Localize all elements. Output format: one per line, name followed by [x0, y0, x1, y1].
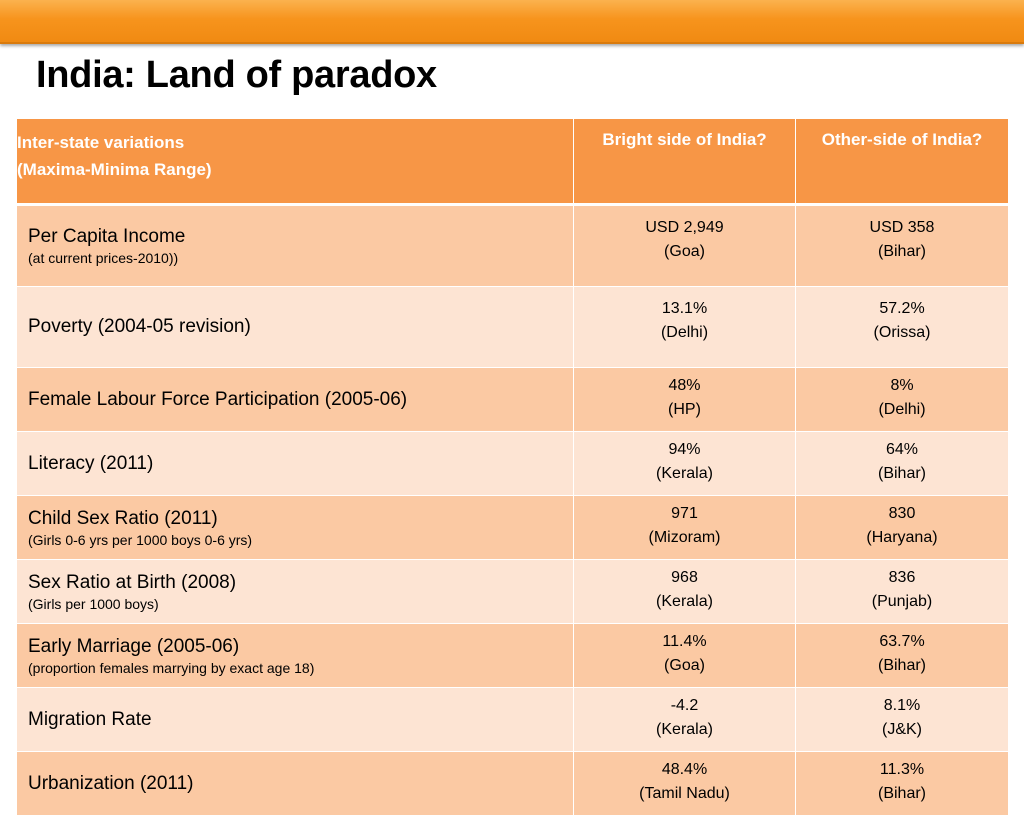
other-value: 836	[888, 569, 916, 586]
indicator-label: Child Sex Ratio (2011)	[28, 507, 218, 529]
indicator-cell: Sex Ratio at Birth (2008) (Girls per 100…	[16, 559, 574, 624]
bright-state: (Mizoram)	[648, 529, 721, 546]
table-row: Early Marriage (2005-06) (proportion fem…	[16, 623, 1009, 688]
other-state: (Punjab)	[871, 593, 933, 610]
header-bright-side: Bright side of India?	[573, 118, 796, 206]
comparison-table: Inter-state variations (Maxima-Minima Ra…	[16, 118, 1009, 816]
bright-value: USD 2,949	[645, 219, 724, 236]
bright-state: (Kerala)	[656, 465, 713, 482]
other-value: 11.3%	[879, 761, 925, 778]
other-value: 57.2%	[879, 300, 925, 317]
bright-value-cell: 48% (HP)	[573, 367, 796, 432]
other-state: (Bihar)	[877, 785, 926, 802]
other-value-cell: 836 (Punjab)	[795, 559, 1009, 624]
bright-state: (Tamil Nadu)	[639, 785, 730, 802]
header-indicator: Inter-state variations (Maxima-Minima Ra…	[16, 118, 574, 206]
other-value-cell: 830 (Haryana)	[795, 495, 1009, 560]
header-other-side: Other-side of India?	[795, 118, 1009, 206]
table-header-row: Inter-state variations (Maxima-Minima Ra…	[16, 118, 1009, 206]
bright-state: (Kerala)	[656, 593, 713, 610]
bright-value: 11.4%	[662, 633, 707, 650]
table-row: Child Sex Ratio (2011) (Girls 0-6 yrs pe…	[16, 495, 1009, 560]
other-state: (Bihar)	[877, 657, 926, 674]
bright-value-cell: 968 (Kerala)	[573, 559, 796, 624]
bright-value: 48%	[668, 377, 701, 394]
table-row: Sex Ratio at Birth (2008) (Girls per 100…	[16, 559, 1009, 624]
indicator-cell: Migration Rate	[16, 687, 574, 752]
indicator-note: (proportion females marrying by exact ag…	[28, 659, 315, 676]
bright-value: 971	[671, 505, 698, 522]
table-row: Migration Rate -4.2 (Kerala) 8.1% (J&K)	[16, 687, 1009, 752]
indicator-label: Per Capita Income	[28, 226, 186, 247]
other-value-cell: 64% (Bihar)	[795, 431, 1009, 496]
other-state: (J&K)	[882, 721, 922, 738]
bright-value-cell: 94% (Kerala)	[573, 431, 796, 496]
slide-title: India: Land of paradox	[36, 54, 437, 96]
other-state: (Haryana)	[866, 529, 938, 546]
bright-value: 968	[671, 569, 698, 586]
indicator-cell: Poverty (2004-05 revision)	[16, 286, 574, 368]
table-row: Urbanization (2011) 48.4% (Tamil Nadu) 1…	[16, 751, 1009, 816]
indicator-cell: Female Labour Force Participation (2005-…	[16, 367, 574, 432]
bright-value-cell: USD 2,949 (Goa)	[573, 204, 796, 287]
indicator-label: Female Labour Force Participation (2005-…	[28, 388, 408, 410]
indicator-label: Urbanization (2011)	[28, 772, 194, 794]
bright-state: (Delhi)	[660, 324, 709, 341]
indicator-label: Migration Rate	[28, 708, 152, 730]
header-indicator-line2: (Maxima-Minima Range)	[17, 160, 212, 179]
other-value-cell: 8% (Delhi)	[795, 367, 1009, 432]
other-value-cell: 63.7% (Bihar)	[795, 623, 1009, 688]
indicator-label: Poverty (2004-05 revision)	[28, 316, 251, 337]
bright-value-cell: 48.4% (Tamil Nadu)	[573, 751, 796, 816]
other-value: 8.1%	[883, 697, 921, 714]
indicator-note: (Girls 0-6 yrs per 1000 boys 0-6 yrs)	[28, 531, 253, 548]
table-row: Female Labour Force Participation (2005-…	[16, 367, 1009, 432]
bright-state: (Goa)	[664, 243, 705, 260]
indicator-cell: Early Marriage (2005-06) (proportion fem…	[16, 623, 574, 688]
indicator-cell: Child Sex Ratio (2011) (Girls 0-6 yrs pe…	[16, 495, 574, 560]
bright-value-cell: 11.4% (Goa)	[573, 623, 796, 688]
indicator-note: (Girls per 1000 boys)	[28, 595, 159, 612]
table-row: Literacy (2011) 94% (Kerala) 64% (Bihar)	[16, 431, 1009, 496]
bright-value-cell: 971 (Mizoram)	[573, 495, 796, 560]
other-value-cell: 11.3% (Bihar)	[795, 751, 1009, 816]
indicator-cell: Literacy (2011)	[16, 431, 574, 496]
table-row: Poverty (2004-05 revision) 13.1% (Delhi)…	[16, 286, 1009, 368]
bright-state: (Kerala)	[656, 721, 713, 738]
other-value-cell: 57.2% (Orissa)	[795, 286, 1009, 368]
bright-state: (Goa)	[664, 657, 705, 674]
other-value-cell: USD 358 (Bihar)	[795, 204, 1009, 287]
other-value: USD 358	[869, 219, 935, 236]
other-state: (Orissa)	[873, 324, 931, 341]
other-value: 63.7%	[879, 633, 925, 650]
other-value: 830	[888, 505, 916, 522]
other-state: (Delhi)	[878, 401, 926, 418]
indicator-note: (at current prices-2010))	[28, 250, 179, 266]
bright-value-cell: 13.1% (Delhi)	[573, 286, 796, 368]
bright-state: (HP)	[668, 401, 701, 418]
indicator-cell: Urbanization (2011)	[16, 751, 574, 816]
other-value: 64%	[885, 441, 919, 458]
indicator-label: Sex Ratio at Birth (2008)	[28, 571, 237, 593]
bright-value: 94%	[668, 441, 701, 458]
bright-value: 13.1%	[661, 300, 708, 317]
other-state: (Bihar)	[877, 465, 926, 482]
header-indicator-line1: Inter-state variations	[17, 133, 185, 152]
indicator-cell: Per Capita Income (at current prices-201…	[16, 204, 574, 287]
other-value: 8%	[890, 377, 914, 394]
bright-value: 48.4%	[661, 761, 708, 778]
table-row: Per Capita Income (at current prices-201…	[16, 204, 1009, 287]
other-value-cell: 8.1% (J&K)	[795, 687, 1009, 752]
indicator-label: Early Marriage (2005-06)	[28, 635, 240, 657]
bright-value-cell: -4.2 (Kerala)	[573, 687, 796, 752]
other-state: (Bihar)	[877, 243, 926, 260]
bright-value: -4.2	[670, 697, 699, 714]
indicator-label: Literacy (2011)	[28, 452, 154, 474]
top-accent-bar	[0, 0, 1024, 44]
